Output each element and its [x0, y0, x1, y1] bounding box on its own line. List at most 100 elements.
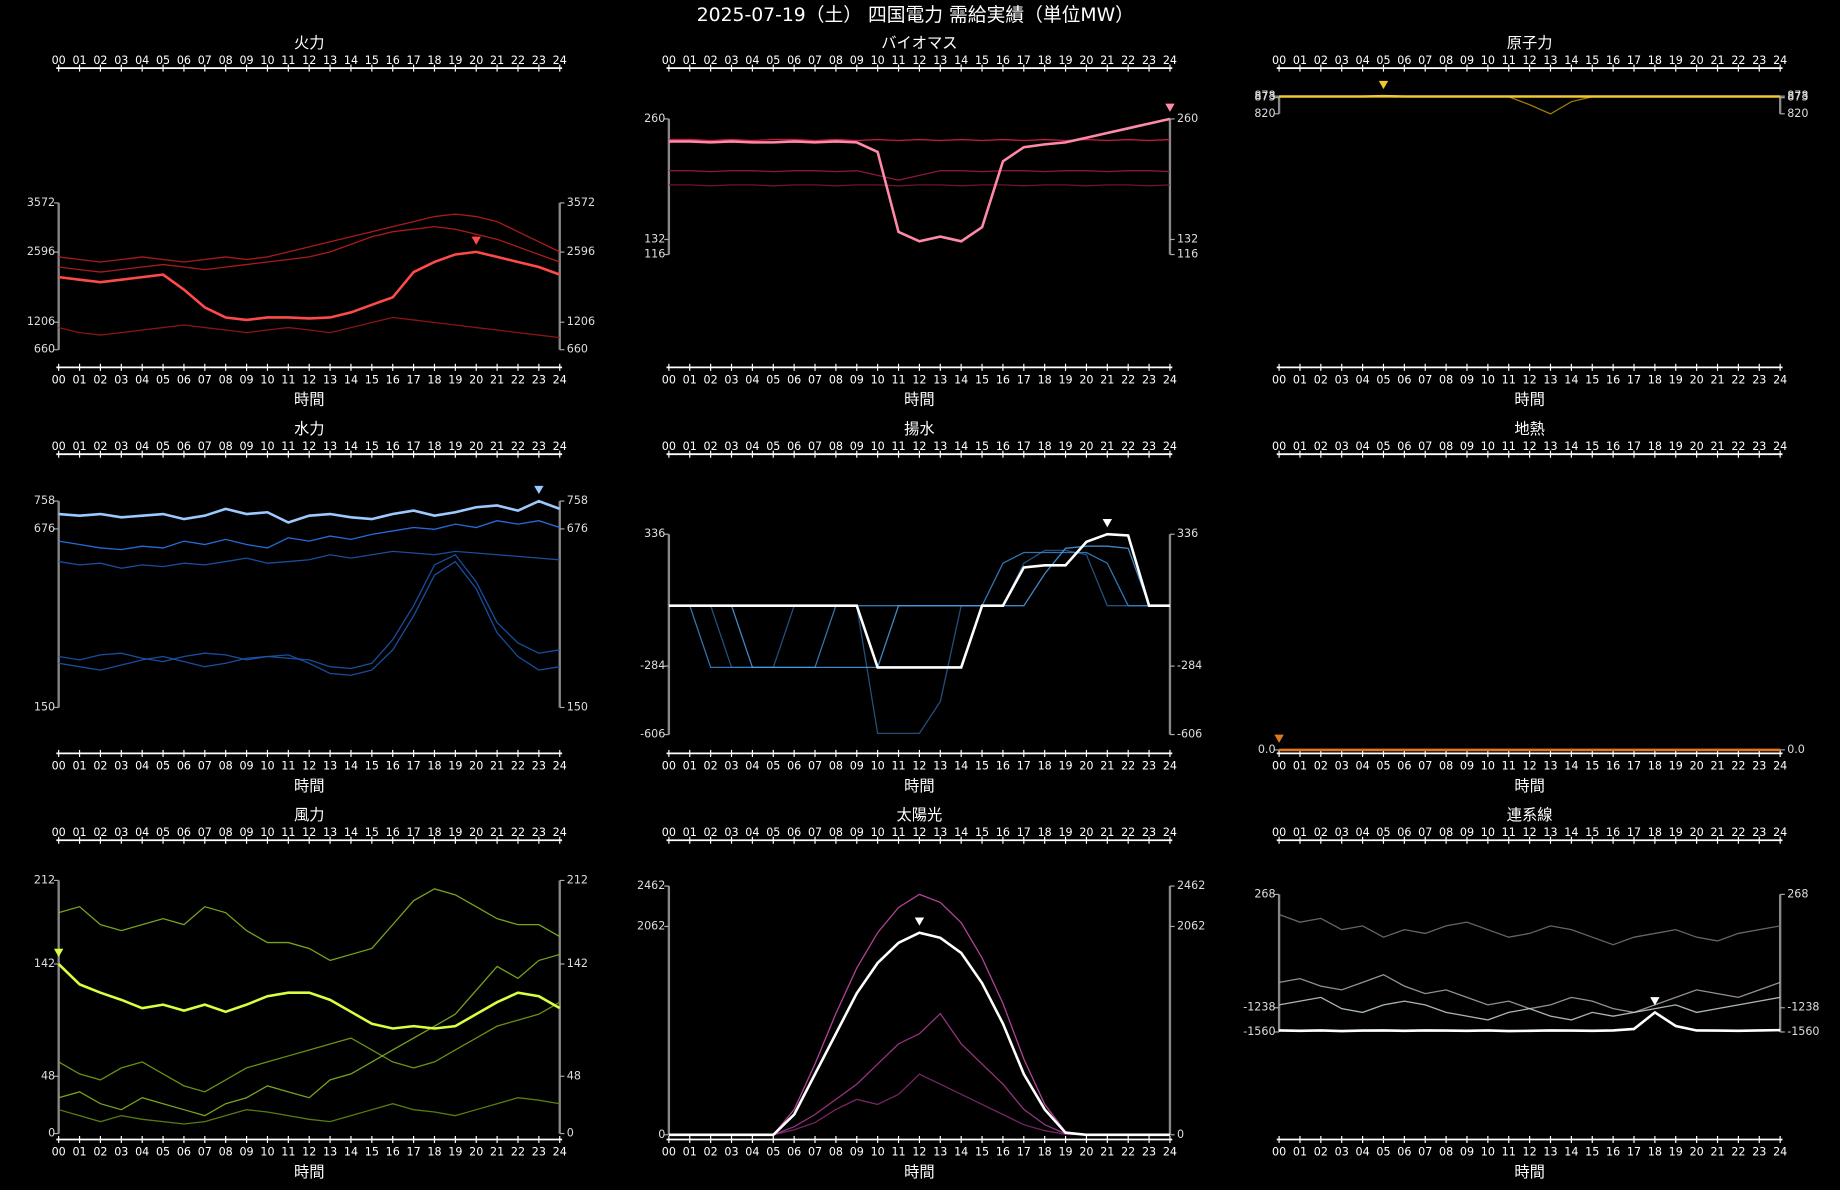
x-tick-label: 23 [1752, 826, 1766, 839]
x-tick-label: 20 [1690, 1145, 1704, 1158]
x-tick-label: 19 [1669, 759, 1683, 772]
x-axis-label: 時間 [1514, 777, 1545, 795]
x-tick-label: 05 [156, 826, 170, 839]
y-tick-label: 142 [567, 957, 588, 970]
x-tick-label: 02 [1314, 759, 1328, 772]
x-tick-label: 03 [114, 440, 128, 453]
x-tick-label: 18 [427, 373, 441, 386]
x-tick-label: 11 [891, 826, 905, 839]
x-tick-label: 08 [829, 759, 843, 772]
x-tick-label: 17 [407, 826, 421, 839]
x-tick-label: 21 [1710, 440, 1724, 453]
x-axis-label: 時間 [294, 1163, 325, 1181]
x-tick-label: 00 [1272, 1145, 1286, 1158]
y-tick-label: 260 [644, 112, 665, 125]
x-tick-label: 19 [448, 1145, 462, 1158]
x-tick-label: 16 [1606, 759, 1620, 772]
x-tick-label: 18 [427, 54, 441, 67]
x-tick-label: 06 [1397, 1145, 1411, 1158]
x-tick-label: 11 [1502, 54, 1516, 67]
x-tick-label: 12 [302, 54, 316, 67]
x-axis-label: 時間 [1514, 1163, 1545, 1181]
x-tick-label: 15 [975, 54, 989, 67]
series-line [1278, 974, 1781, 1014]
x-tick-label: 03 [724, 54, 738, 67]
x-tick-label: 21 [490, 373, 504, 386]
x-tick-label: 04 [745, 1145, 759, 1158]
x-tick-label: 13 [1543, 826, 1557, 839]
series-line [668, 545, 1170, 669]
x-tick-label: 13 [323, 759, 337, 772]
x-tick-label: 12 [1523, 826, 1537, 839]
x-tick-label: 02 [704, 440, 718, 453]
x-tick-label: 13 [323, 1145, 337, 1158]
x-tick-label: 00 [662, 759, 676, 772]
x-tick-label: 14 [344, 826, 358, 839]
x-tick-label: 19 [1058, 759, 1072, 772]
series-line [58, 550, 560, 569]
x-tick-label: 05 [766, 826, 780, 839]
y-tick-label: 878 [1787, 89, 1808, 102]
x-tick-label: 12 [1523, 759, 1537, 772]
y-tick-label: 676 [34, 522, 55, 535]
x-tick-label: 05 [766, 440, 780, 453]
x-tick-label: 07 [1418, 1145, 1432, 1158]
x-tick-label: 22 [1121, 1145, 1135, 1158]
x-tick-label: 01 [683, 373, 697, 386]
x-tick-label: 06 [1397, 759, 1411, 772]
x-tick-label: 07 [1418, 54, 1432, 67]
x-tick-label: 09 [239, 826, 253, 839]
x-tick-label: 01 [1293, 440, 1307, 453]
x-tick-label: 23 [1142, 373, 1156, 386]
x-tick-label: 10 [871, 759, 885, 772]
x-tick-label: 12 [302, 759, 316, 772]
x-tick-label: 05 [156, 1145, 170, 1158]
x-tick-label: 20 [1690, 373, 1704, 386]
x-tick-label: 05 [1376, 440, 1390, 453]
x-tick-label: 10 [260, 826, 274, 839]
x-tick-label: 16 [996, 826, 1010, 839]
y-tick-label: 3572 [567, 196, 595, 209]
x-tick-label: 00 [52, 440, 66, 453]
x-tick-label: 10 [871, 1145, 885, 1158]
x-tick-label: 16 [996, 1145, 1010, 1158]
x-tick-label: 17 [407, 1145, 421, 1158]
x-tick-label: 02 [704, 1145, 718, 1158]
x-tick-label: 20 [469, 826, 483, 839]
x-tick-label: 21 [1100, 373, 1114, 386]
x-tick-label: 24 [1773, 826, 1787, 839]
x-tick-label: 22 [511, 373, 525, 386]
x-tick-label: 10 [260, 54, 274, 67]
y-tick-label: 0 [658, 1128, 665, 1141]
x-tick-label: 19 [1669, 1145, 1683, 1158]
x-tick-label: 09 [1460, 440, 1474, 453]
y-tick-label: 2462 [1177, 879, 1205, 892]
x-tick-label: 20 [1079, 759, 1093, 772]
x-tick-label: 09 [1460, 826, 1474, 839]
y-tick-label: 142 [34, 957, 55, 970]
x-tick-label: 07 [808, 826, 822, 839]
x-tick-label: 07 [808, 54, 822, 67]
x-tick-label: 06 [1397, 373, 1411, 386]
x-tick-label: 20 [1690, 440, 1704, 453]
series-line [668, 532, 1170, 669]
y-tick-label: 2062 [1177, 919, 1205, 932]
series-line [1279, 1010, 1781, 1033]
x-tick-label: 00 [52, 54, 66, 67]
series-line [668, 1073, 1170, 1136]
y-tick-label: 0 [567, 1127, 574, 1140]
x-tick-label: 16 [996, 759, 1010, 772]
x-tick-label: 02 [93, 759, 107, 772]
x-tick-label: 04 [1356, 759, 1370, 772]
x-tick-label: 23 [1752, 1145, 1766, 1158]
x-tick-label: 16 [1606, 440, 1620, 453]
x-tick-label: 01 [683, 1145, 697, 1158]
x-tick-label: 14 [344, 440, 358, 453]
x-tick-label: 10 [871, 826, 885, 839]
x-tick-label: 21 [490, 54, 504, 67]
x-tick-label: 22 [1731, 373, 1745, 386]
x-tick-label: 24 [553, 1145, 567, 1158]
y-tick-label: 2462 [637, 879, 665, 892]
